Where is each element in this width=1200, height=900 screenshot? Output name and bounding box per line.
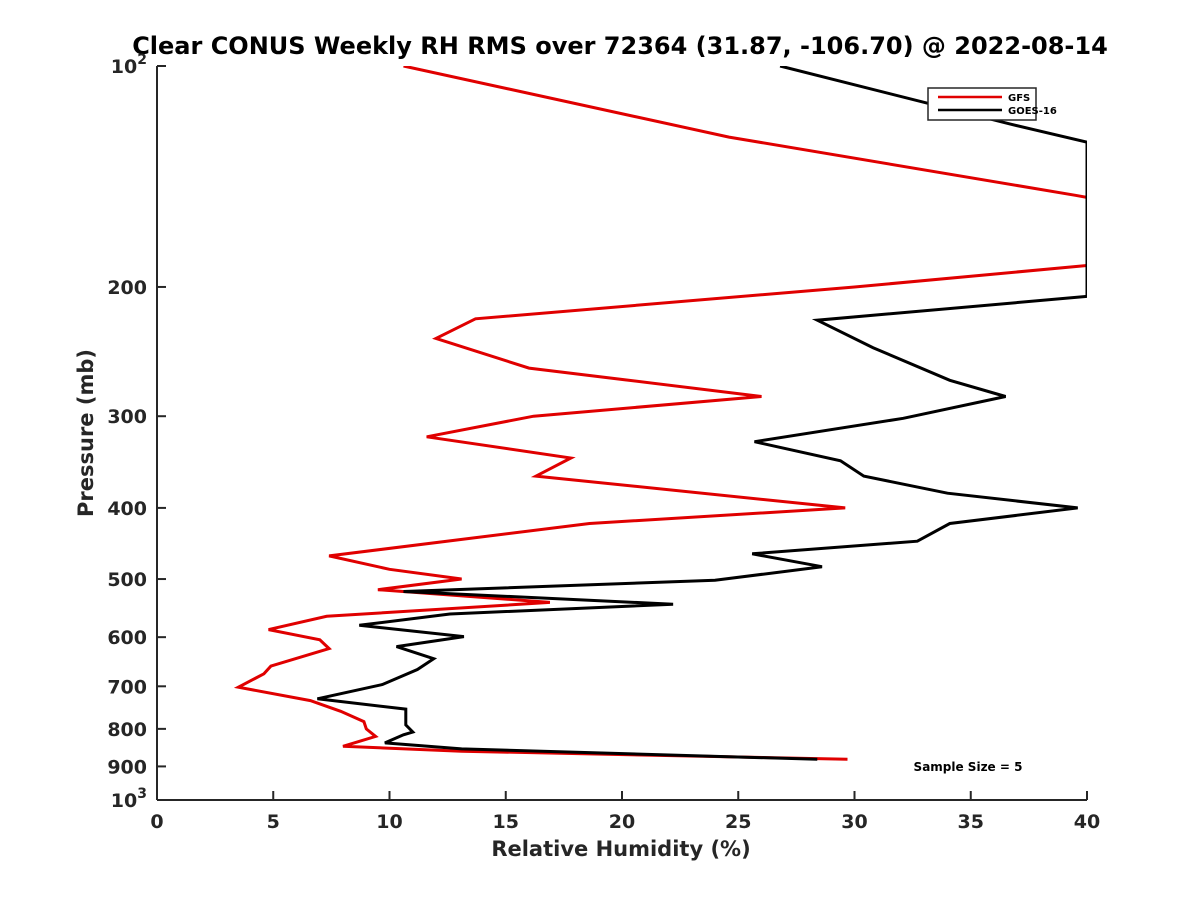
chart-title: Clear CONUS Weekly RH RMS over 72364 (31… xyxy=(132,32,1108,60)
x-tick-label: 0 xyxy=(150,811,163,833)
sample-size-annotation: Sample Size = 5 xyxy=(914,760,1023,774)
series-line-gfs xyxy=(233,66,1087,761)
y-tick-label: 600 xyxy=(107,627,147,649)
x-tick-label: 25 xyxy=(725,811,751,833)
legend-box xyxy=(927,87,1037,121)
x-tick-label: 10 xyxy=(376,811,402,833)
y-tick-label: 900 xyxy=(107,756,147,778)
x-tick-label: 40 xyxy=(1074,811,1100,833)
y-tick-label: 400 xyxy=(107,498,147,520)
y-tick-label: 700 xyxy=(107,676,147,698)
series-line-goes-16 xyxy=(317,66,1087,761)
y-tick-label: 102 xyxy=(111,52,147,78)
legend-label: GOES-16 xyxy=(1008,106,1057,117)
x-tick-label: 35 xyxy=(958,811,984,833)
x-tick-label: 20 xyxy=(609,811,635,833)
legend: GFS GOES-16 xyxy=(927,87,1057,121)
x-axis-label: Relative Humidity (%) xyxy=(491,837,750,861)
y-tick-label: 500 xyxy=(107,569,147,591)
y-tick-label: 103 xyxy=(111,786,147,812)
y-tick-label: 300 xyxy=(107,406,147,428)
x-tick-label: 30 xyxy=(841,811,867,833)
legend-label: GFS xyxy=(1008,93,1030,104)
axes-group: 0 5 10 15 20 25 30 35 40 102 200 300 400 500 600 700 800… xyxy=(107,52,1100,833)
x-tick-label: 15 xyxy=(493,811,519,833)
y-tick-label: 200 xyxy=(107,277,147,299)
y-axis-label: Pressure (mb) xyxy=(74,349,98,517)
x-tick-label: 5 xyxy=(267,811,280,833)
plot-series-group xyxy=(233,66,1087,761)
y-tick-label: 800 xyxy=(107,719,147,741)
